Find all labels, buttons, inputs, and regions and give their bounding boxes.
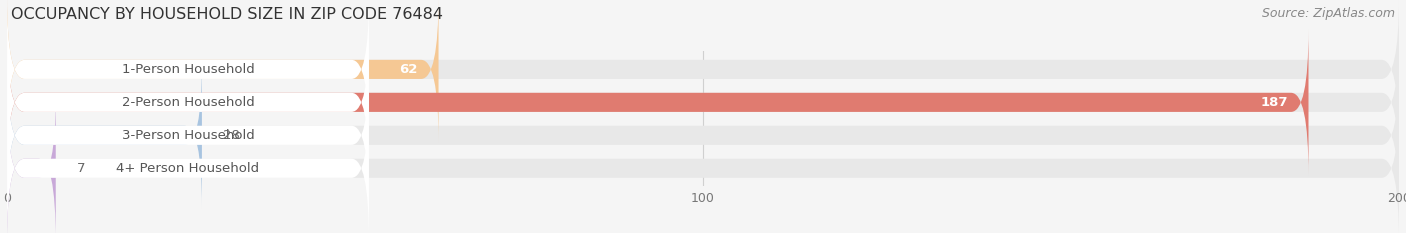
Text: 3-Person Household: 3-Person Household — [121, 129, 254, 142]
FancyBboxPatch shape — [7, 62, 202, 208]
Text: OCCUPANCY BY HOUSEHOLD SIZE IN ZIP CODE 76484: OCCUPANCY BY HOUSEHOLD SIZE IN ZIP CODE … — [11, 7, 443, 22]
FancyBboxPatch shape — [7, 96, 56, 233]
FancyBboxPatch shape — [7, 30, 368, 175]
FancyBboxPatch shape — [7, 62, 368, 208]
FancyBboxPatch shape — [7, 62, 1399, 208]
FancyBboxPatch shape — [7, 0, 1399, 142]
FancyBboxPatch shape — [7, 30, 1309, 175]
FancyBboxPatch shape — [7, 30, 1399, 175]
Text: 187: 187 — [1260, 96, 1288, 109]
Text: Source: ZipAtlas.com: Source: ZipAtlas.com — [1261, 7, 1395, 20]
Text: 62: 62 — [399, 63, 418, 76]
FancyBboxPatch shape — [7, 96, 1399, 233]
FancyBboxPatch shape — [7, 0, 439, 142]
Text: 28: 28 — [222, 129, 239, 142]
Text: 2-Person Household: 2-Person Household — [121, 96, 254, 109]
FancyBboxPatch shape — [7, 96, 368, 233]
Text: 1-Person Household: 1-Person Household — [121, 63, 254, 76]
Text: 7: 7 — [77, 162, 86, 175]
Text: 4+ Person Household: 4+ Person Household — [117, 162, 260, 175]
FancyBboxPatch shape — [7, 0, 368, 142]
